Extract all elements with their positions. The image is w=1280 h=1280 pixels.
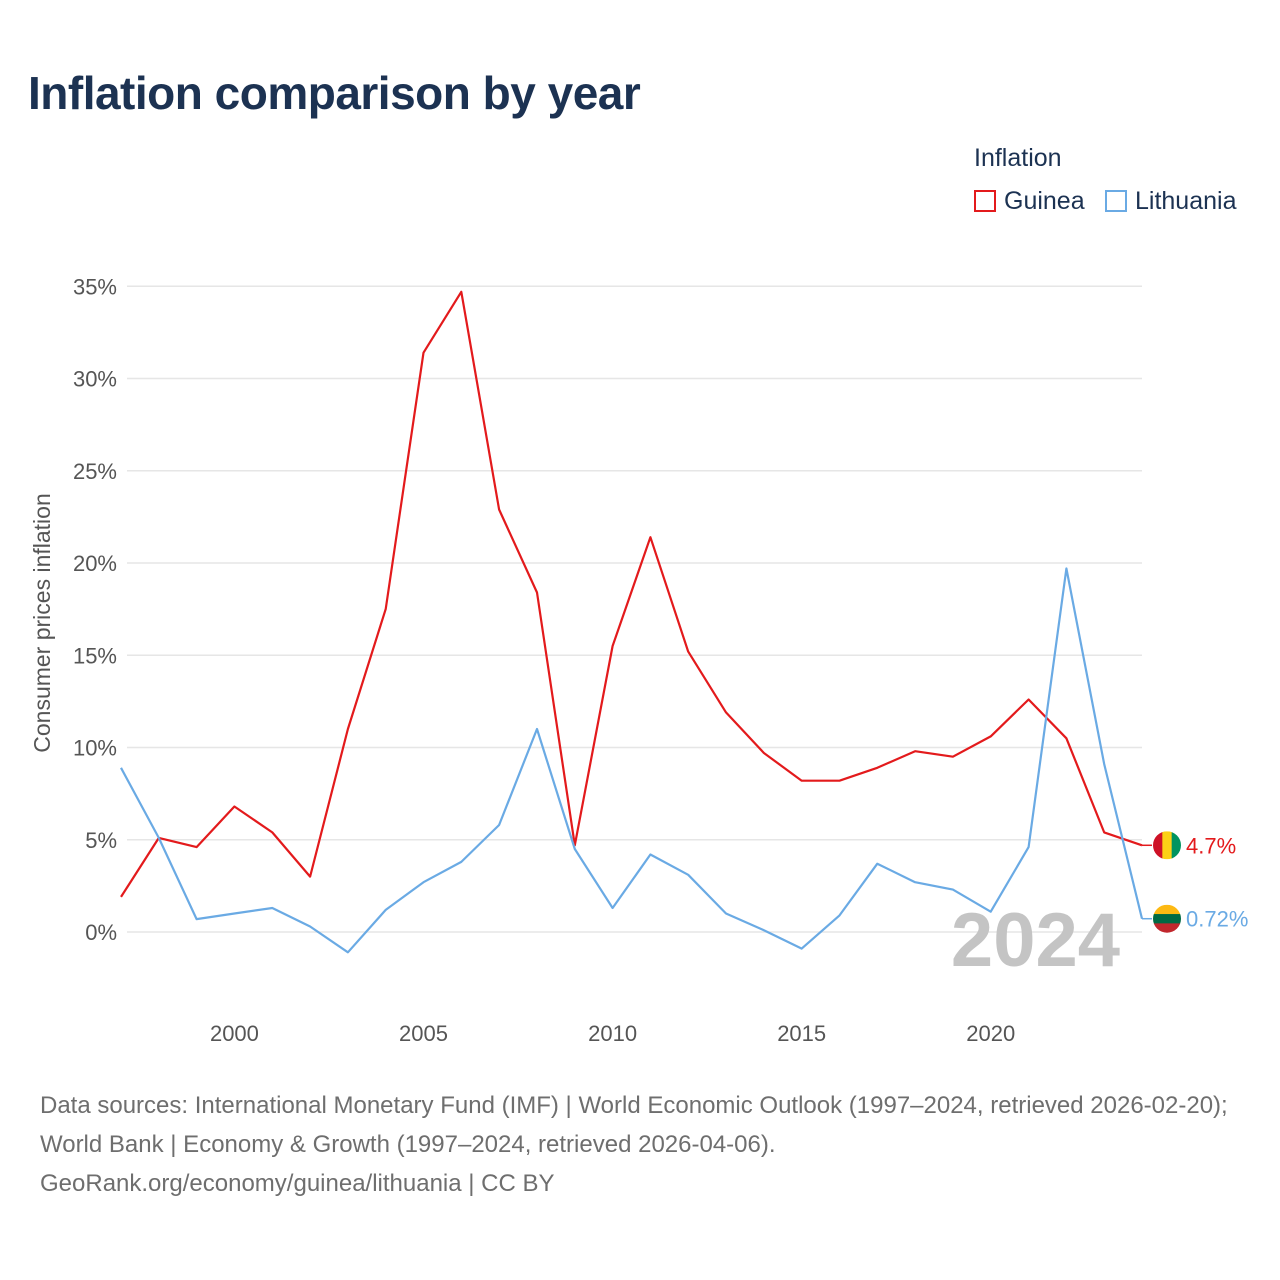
y-tick-label: 10% <box>73 736 117 761</box>
x-tick-label: 2010 <box>588 1021 637 1046</box>
flag-icon-guinea <box>1153 831 1181 860</box>
data-source-link[interactable]: GeoRank.org/economy/guinea/lithuania | C… <box>40 1170 555 1197</box>
y-tick-label: 35% <box>73 274 117 299</box>
x-tick-label: 2005 <box>399 1021 448 1046</box>
y-tick-label: 15% <box>73 643 117 668</box>
end-label-guinea: 4.7% <box>1186 833 1236 858</box>
line-chart: 0% 5% 10% 15% 20% 25% 30% 35% 2000 2005 2010 2015 20… <box>29 274 1248 1046</box>
legend-swatch-guinea <box>974 190 996 212</box>
legend-label-lithuania: Lithuania <box>1135 186 1237 215</box>
data-source-text: Data sources: International Monetary Fun… <box>40 1092 1228 1158</box>
chart-title: Inflation comparison by year <box>28 67 641 119</box>
x-tick-label: 2015 <box>777 1021 826 1046</box>
legend-swatch-lithuania <box>1105 190 1127 212</box>
data-source-note: Data sources: International Monetary Fun… <box>40 1086 1250 1203</box>
flag-icon-lithuania <box>1153 904 1181 933</box>
legend-item-guinea[interactable]: Guinea <box>974 186 1085 216</box>
series-line-guinea <box>120 290 1143 898</box>
legend-item-lithuania[interactable]: Lithuania <box>1105 186 1236 216</box>
end-label-lithuania: 0.72% <box>1186 907 1248 932</box>
legend-label-guinea: Guinea <box>1004 186 1085 215</box>
x-tick-label: 2020 <box>966 1021 1015 1046</box>
y-tick-label: 0% <box>85 920 117 945</box>
y-tick-label: 25% <box>73 459 117 484</box>
series-line-lithuania <box>120 567 1144 954</box>
legend-title: Inflation <box>974 144 1062 172</box>
y-axis-label: Consumer prices inflation <box>29 493 55 753</box>
x-tick-label: 2000 <box>210 1021 259 1046</box>
y-tick-label: 30% <box>73 367 117 392</box>
y-tick-label: 5% <box>85 828 117 853</box>
year-watermark: 2024 <box>951 898 1120 983</box>
y-tick-label: 20% <box>73 551 117 576</box>
